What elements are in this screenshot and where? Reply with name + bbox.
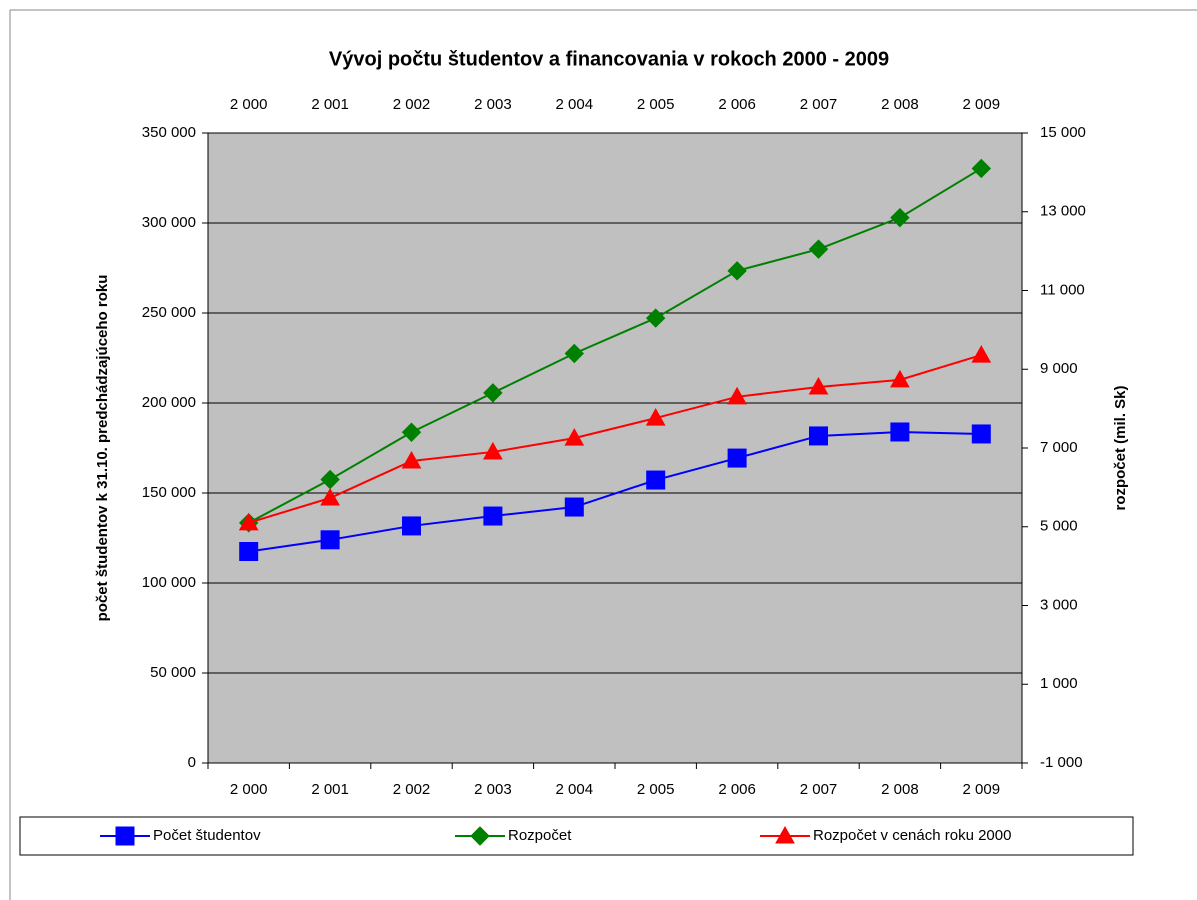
point <box>401 422 422 442</box>
point <box>483 383 503 403</box>
point <box>402 516 421 536</box>
point <box>890 207 910 228</box>
point <box>727 448 747 468</box>
x-top-tick-label: 2 004 <box>556 96 594 113</box>
point <box>890 369 910 388</box>
point <box>238 512 259 531</box>
x-top-tick-label: 2 002 <box>393 96 431 113</box>
point <box>808 239 829 259</box>
x-tick-label: 2 005 <box>637 781 675 798</box>
point <box>564 497 584 517</box>
x-top-tick-label: 2 005 <box>637 96 675 113</box>
y-axis-title: počet študentov k 31.10. predchádzajúceh… <box>94 275 111 622</box>
legend-label: Rozpočet <box>508 827 572 844</box>
chart-title: Vývoj počtu študentov a financovania v r… <box>329 48 889 70</box>
legend-marker <box>115 826 135 846</box>
y-tick-label: 0 <box>188 754 196 771</box>
point <box>971 424 991 444</box>
y2-tick-label: 7 000 <box>1040 439 1078 456</box>
legend-label: Rozpočet v cenách roku 2000 <box>813 827 1011 844</box>
legend-marker <box>470 826 490 846</box>
y-tick-label: 50 000 <box>150 664 196 681</box>
y-tick-label: 200 000 <box>142 394 196 411</box>
plot-area <box>207 132 1023 764</box>
legend-label: Počet študentov <box>153 827 261 844</box>
point <box>564 343 585 364</box>
y-tick-label: 350 000 <box>142 124 196 141</box>
point <box>809 426 828 446</box>
point <box>564 428 585 446</box>
y2-tick-label: 5 000 <box>1040 518 1078 535</box>
y2-tick-label: 11 000 <box>1040 281 1085 298</box>
legend-marker <box>775 825 795 844</box>
x-tick-label: 2 002 <box>393 781 431 798</box>
y-tick-label: 150 000 <box>142 484 196 501</box>
y-tick-label: 300 000 <box>142 214 196 231</box>
x-tick-label: 2 000 <box>230 781 268 798</box>
y2-tick-label: 15 000 <box>1040 124 1086 141</box>
series-line <box>248 167 982 524</box>
x-tick-label: 2 008 <box>881 781 919 798</box>
x-top-tick-label: 2 001 <box>311 96 349 113</box>
point <box>483 506 503 526</box>
y2-tick-label: 3 000 <box>1040 596 1078 613</box>
x-top-tick-label: 2 009 <box>963 96 1001 113</box>
x-top-tick-label: 2 003 <box>474 96 512 113</box>
point <box>727 261 747 281</box>
point <box>971 345 992 363</box>
y2-axis-title: rozpočet (mil. Sk) <box>1112 385 1129 510</box>
y2-tick-label: 13 000 <box>1040 203 1086 220</box>
point <box>808 376 829 395</box>
x-tick-label: 2 001 <box>311 781 349 798</box>
point <box>727 386 747 405</box>
series-line <box>248 430 982 553</box>
point <box>645 408 666 426</box>
y2-tick-label: 9 000 <box>1040 360 1078 377</box>
point <box>646 470 666 490</box>
y-tick-label: 100 000 <box>142 574 196 591</box>
x-top-tick-label: 2 000 <box>230 96 268 113</box>
point <box>320 530 340 550</box>
x-top-tick-label: 2 006 <box>718 96 756 113</box>
point <box>239 542 259 561</box>
x-top-tick-label: 2 007 <box>800 96 838 113</box>
x-tick-label: 2 003 <box>474 781 512 798</box>
series-line <box>248 354 982 524</box>
y-tick-label: 250 000 <box>142 304 196 321</box>
point <box>320 487 340 506</box>
point <box>401 450 422 469</box>
point <box>890 422 910 442</box>
legend-box <box>19 816 1134 856</box>
y2-tick-label: -1 000 <box>1040 754 1083 771</box>
y2-tick-label: 1 000 <box>1040 675 1078 692</box>
x-tick-label: 2 007 <box>800 781 838 798</box>
point <box>645 308 666 328</box>
x-tick-label: 2 004 <box>556 781 594 798</box>
point <box>971 158 992 179</box>
x-tick-label: 2 006 <box>718 781 756 798</box>
point <box>483 441 503 460</box>
x-top-tick-label: 2 008 <box>881 96 919 113</box>
x-tick-label: 2 009 <box>963 781 1001 798</box>
